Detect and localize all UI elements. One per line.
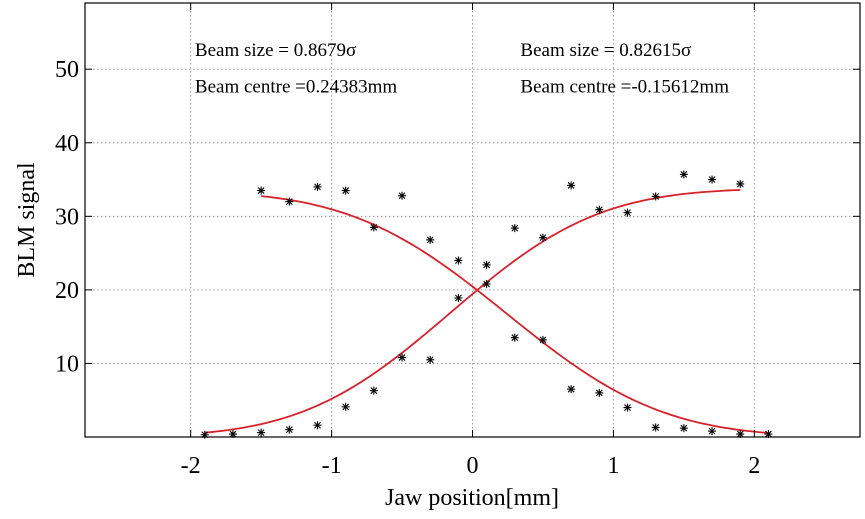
- data-point: [313, 182, 322, 191]
- y-tick-label: 30: [55, 204, 79, 230]
- data-point: [651, 192, 660, 201]
- data-point: [538, 335, 547, 344]
- data-point: [510, 333, 519, 342]
- data-point: [313, 421, 322, 430]
- x-tick-label: 2: [748, 453, 760, 479]
- data-point: [398, 353, 407, 362]
- x-tick-label: -2: [181, 453, 201, 479]
- data-point: [736, 179, 745, 188]
- data-point: [623, 208, 632, 217]
- tick-labels: -2 -1 0 1 2 10 20 30 40 50: [55, 57, 760, 479]
- x-tick-label: 1: [607, 453, 619, 479]
- data-point: [482, 260, 491, 269]
- data-point: [454, 256, 463, 265]
- data-points: [200, 170, 773, 439]
- y-tick-label: 10: [55, 351, 79, 377]
- data-point: [538, 233, 547, 242]
- annotation-left-centre: Beam centre =0.24383mm: [195, 77, 397, 98]
- data-point: [567, 385, 576, 394]
- data-point: [482, 279, 491, 288]
- fit-curve-2: [204, 189, 741, 434]
- grid-lines: [85, 3, 860, 437]
- annotation-right-centre: Beam centre =-0.15612mm: [520, 77, 729, 98]
- data-point: [341, 186, 350, 195]
- x-tick-label: 0: [467, 453, 479, 479]
- y-tick-label: 20: [55, 278, 79, 304]
- fit-annotations: Beam size = 0.8679σ Beam centre =0.24383m…: [195, 40, 729, 98]
- data-point: [398, 191, 407, 200]
- fit-curve-1: [261, 195, 769, 434]
- data-point: [510, 224, 519, 233]
- data-point: [623, 403, 632, 412]
- data-point: [285, 197, 294, 206]
- data-point: [708, 427, 717, 436]
- x-tick-label: -1: [322, 453, 342, 479]
- data-point: [257, 186, 266, 195]
- data-point: [257, 428, 266, 437]
- annotation-left-size: Beam size = 0.8679σ: [195, 40, 356, 61]
- data-point: [679, 170, 688, 179]
- data-point: [454, 293, 463, 302]
- y-tick-label: 50: [55, 57, 79, 83]
- y-axis-title: BLM signal: [14, 162, 40, 278]
- data-point: [708, 175, 717, 184]
- data-point: [426, 355, 435, 364]
- axis-ticks: [85, 3, 860, 437]
- annotation-right-size: Beam size = 0.82615σ: [520, 40, 691, 61]
- data-point: [595, 388, 604, 397]
- data-point: [679, 424, 688, 433]
- data-point: [595, 205, 604, 214]
- data-point: [369, 223, 378, 232]
- data-point: [369, 386, 378, 395]
- data-point: [285, 425, 294, 434]
- data-point: [651, 423, 660, 432]
- x-axis-title: Jaw position[mm]: [385, 485, 559, 511]
- data-point: [341, 402, 350, 411]
- y-tick-label: 40: [55, 131, 79, 157]
- data-point: [567, 181, 576, 190]
- data-point: [426, 235, 435, 244]
- fit-curves: [204, 189, 769, 434]
